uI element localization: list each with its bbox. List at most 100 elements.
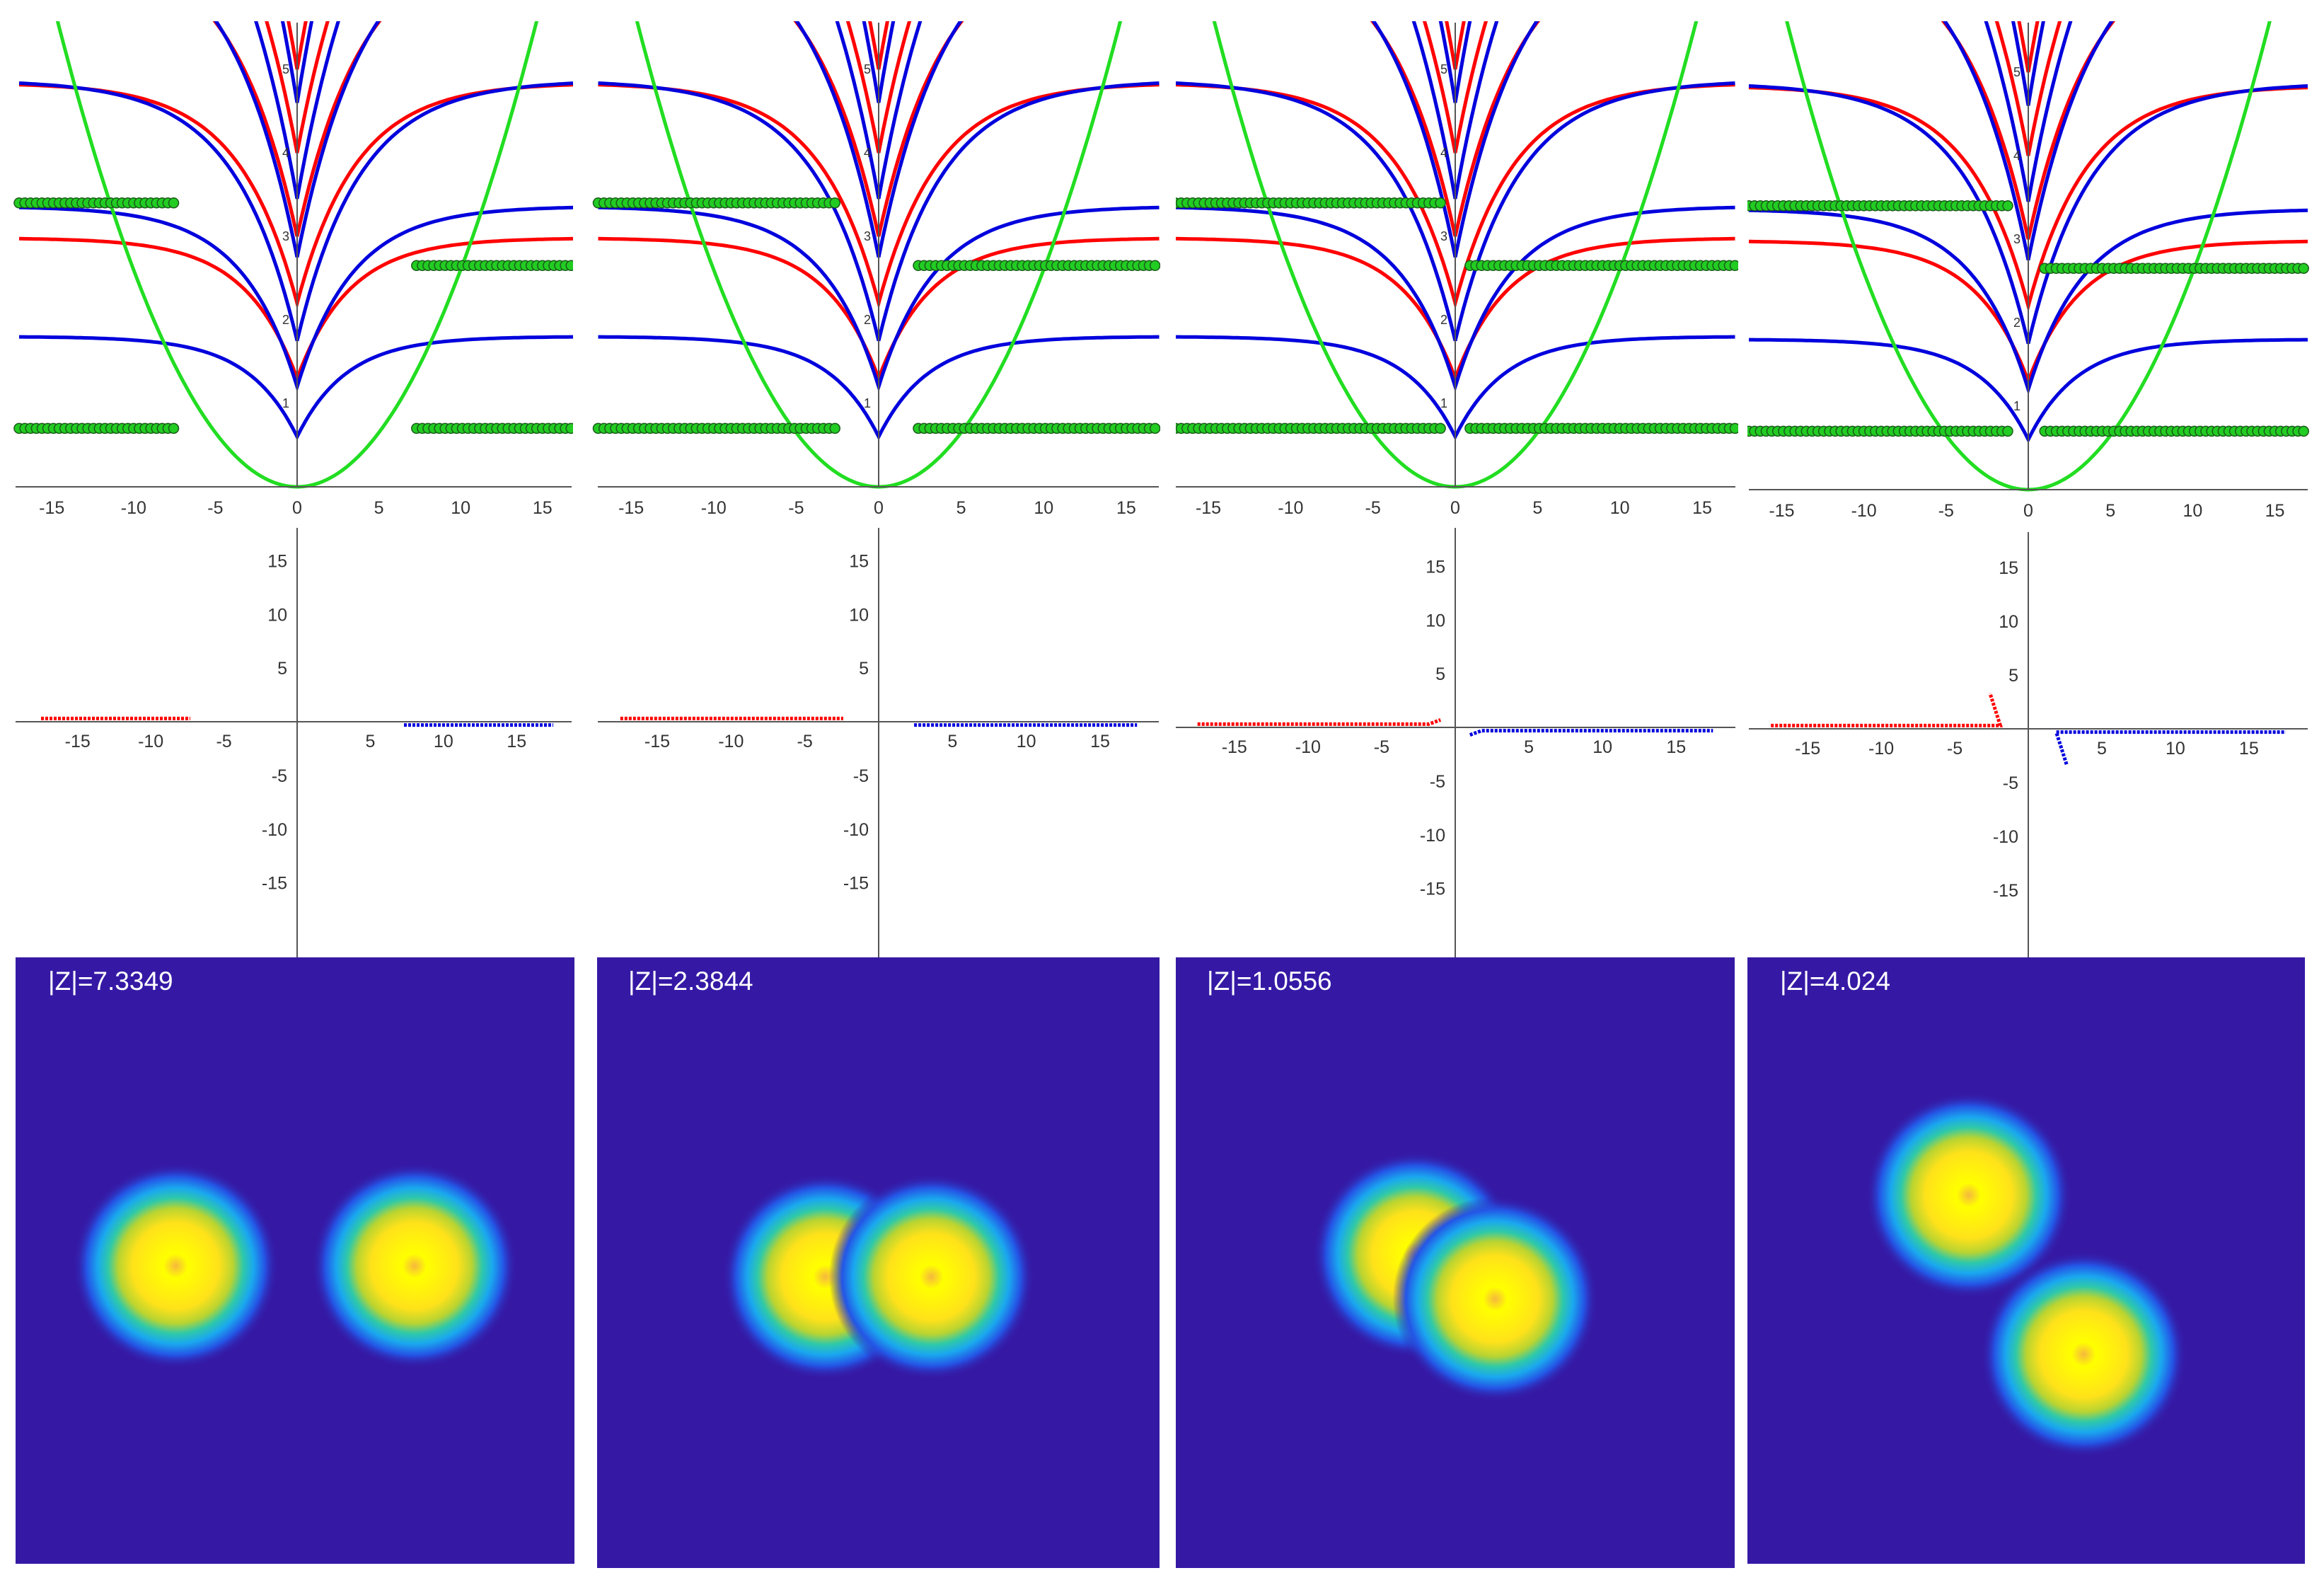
spectrum-x-tick: 10 bbox=[1610, 498, 1630, 518]
spectrum-y-tick: 3 bbox=[2013, 232, 2021, 246]
trajectory-y-tick: -10 bbox=[843, 820, 869, 840]
spectrum-y-tick: 5 bbox=[282, 62, 289, 76]
spectrum-x-tick: 5 bbox=[956, 498, 966, 518]
marked-state-point bbox=[1435, 197, 1446, 209]
red-trajectory bbox=[1197, 718, 1442, 726]
trajectory-y-tick: 5 bbox=[859, 659, 869, 679]
trajectory-x-tick: 15 bbox=[2239, 739, 2259, 759]
trajectory-x-tick: -15 bbox=[1222, 737, 1247, 757]
spectrum-x-tick: 15 bbox=[533, 498, 553, 518]
panel-2: -15 -10 -5 0 5 10 15 1 2 3 4 5 6 -15 -10… bbox=[592, 21, 1160, 1568]
trajectory-x-tick: -15 bbox=[1795, 739, 1820, 759]
spectrum-x-tick: -15 bbox=[39, 498, 64, 518]
trajectory-y-tick: 15 bbox=[1999, 558, 2018, 578]
density-blob bbox=[311, 1163, 517, 1368]
trajectory-x-tick: 15 bbox=[1666, 737, 1686, 757]
marked-states bbox=[1176, 197, 1738, 434]
marked-state-point bbox=[1729, 422, 1738, 434]
spectrum-y-tick: 1 bbox=[1440, 396, 1447, 410]
spectrum-x-tick: 0 bbox=[292, 498, 302, 518]
trajectory-y-tick: -5 bbox=[1430, 772, 1445, 792]
blue-trajectory bbox=[2054, 730, 2286, 765]
marked-state-point bbox=[829, 422, 840, 434]
spectrum-x-tick: 5 bbox=[1532, 498, 1542, 518]
trajectory-y-tick: 5 bbox=[2008, 666, 2018, 686]
density-blob bbox=[73, 1163, 279, 1368]
trajectory-plot: -15 -10 -5 5 10 15 15 10 5 -5 -10 -15 bbox=[16, 528, 572, 957]
density-blob bbox=[1981, 1252, 2187, 1457]
spectrum-axes: -15 -10 -5 0 5 10 15 1 2 3 4 5 6 bbox=[598, 23, 1159, 518]
spectrum-y-tick: 1 bbox=[2013, 399, 2021, 413]
spectrum-y-tick: 3 bbox=[282, 229, 289, 243]
density-blob bbox=[1866, 1093, 2071, 1298]
trajectory-x-tick: -15 bbox=[644, 732, 670, 751]
spectrum-y-tick: 1 bbox=[282, 396, 289, 410]
panel-3: -15 -10 -5 0 5 10 15 1 2 3 4 5 6 -15 -10… bbox=[1176, 21, 1738, 1568]
spectrum-x-tick: -5 bbox=[788, 498, 804, 518]
density-plot bbox=[1176, 957, 1735, 1568]
spectrum-axes: -15 -10 -5 0 5 10 15 1 2 3 4 5 6 bbox=[1176, 23, 1735, 518]
trajectory-x-tick: 10 bbox=[1592, 737, 1612, 757]
spectrum-plot bbox=[1747, 21, 2309, 492]
trajectory-y-tick: 10 bbox=[1426, 611, 1445, 630]
spectrum-y-tick: 2 bbox=[1440, 313, 1447, 327]
marked-states bbox=[592, 197, 1160, 434]
spectrum-x-tick: 15 bbox=[1692, 498, 1712, 518]
trajectory-x-tick: 5 bbox=[365, 732, 375, 751]
trajectory-y-tick: -15 bbox=[262, 874, 287, 894]
blue-trajectory bbox=[1469, 729, 1713, 737]
trajectory-x-tick: -5 bbox=[797, 732, 813, 751]
trajectory-x-tick: -5 bbox=[1374, 737, 1389, 757]
spectrum-y-tick: 1 bbox=[864, 396, 871, 410]
marked-state-point bbox=[2002, 200, 2013, 212]
marked-state-point bbox=[1149, 260, 1160, 272]
spectrum-x-tick: 10 bbox=[1034, 498, 1053, 518]
density-blobs bbox=[722, 1174, 1034, 1380]
density-plot bbox=[16, 957, 574, 1564]
spectrum-x-tick: -5 bbox=[1938, 501, 1954, 521]
spectrum-x-tick: -10 bbox=[121, 498, 146, 518]
spectrum-x-tick: 10 bbox=[451, 498, 470, 518]
marked-state-point bbox=[2298, 425, 2309, 437]
spectrum-x-tick: -10 bbox=[701, 498, 727, 518]
spectrum-y-tick: 2 bbox=[2013, 316, 2021, 330]
z-label: |Z|=1.0556 bbox=[1207, 967, 1332, 996]
marked-state-point bbox=[1149, 422, 1160, 434]
spectrum-y-tick: 4 bbox=[864, 146, 871, 160]
marked-states bbox=[1747, 200, 2309, 437]
z-label: |Z|=2.3844 bbox=[628, 967, 753, 996]
density-blobs bbox=[1866, 1093, 2187, 1457]
spectrum-x-tick: 0 bbox=[874, 498, 884, 518]
trajectory-x-tick: 10 bbox=[2166, 739, 2185, 759]
trajectory-plot: -15 -10 -5 5 10 15 15 10 5 -5 -10 -15 bbox=[1176, 528, 1735, 957]
density-blob bbox=[828, 1174, 1034, 1380]
panel-1: -15 -10 -5 0 5 10 15 1 2 3 4 5 6 -15 -10… bbox=[13, 21, 574, 1564]
density-blobs bbox=[73, 1163, 517, 1368]
spectrum-x-tick: -15 bbox=[1196, 498, 1221, 518]
trajectory-y-tick: 15 bbox=[1426, 557, 1445, 577]
trajectory-x-tick: -10 bbox=[1295, 737, 1321, 757]
spectrum-x-tick: -10 bbox=[1278, 498, 1303, 518]
marked-state-point bbox=[2002, 425, 2013, 437]
trajectory-plot: -15 -10 -5 5 10 15 15 10 5 -5 -10 -15 bbox=[598, 528, 1159, 957]
trajectory-y-tick: -5 bbox=[2003, 773, 2018, 793]
trajectory-x-tick: -10 bbox=[138, 732, 163, 751]
trajectory-x-tick: 10 bbox=[434, 732, 453, 751]
spectrum-y-tick: 2 bbox=[282, 313, 289, 327]
trajectory-x-tick: 5 bbox=[1524, 737, 1534, 757]
spectrum-plot bbox=[592, 21, 1160, 489]
trajectory-x-tick: 5 bbox=[947, 732, 957, 751]
spectrum-y-tick: 2 bbox=[864, 313, 871, 327]
density-blobs bbox=[1312, 1152, 1598, 1402]
marked-state-point bbox=[1435, 422, 1446, 434]
trajectory-x-tick: 15 bbox=[1090, 732, 1110, 751]
trajectory-y-tick: 10 bbox=[849, 605, 869, 625]
trajectory-x-tick: -10 bbox=[718, 732, 744, 751]
trajectory-y-tick: -15 bbox=[843, 874, 869, 894]
spectrum-axes: -15 -10 -5 0 5 10 15 1 2 3 4 5 6 bbox=[16, 23, 572, 518]
marked-state-point bbox=[168, 422, 180, 434]
spectrum-y-tick: 5 bbox=[1440, 62, 1447, 76]
trajectory-y-tick: -10 bbox=[1420, 826, 1445, 846]
spectrum-x-tick: -10 bbox=[1851, 501, 1877, 521]
